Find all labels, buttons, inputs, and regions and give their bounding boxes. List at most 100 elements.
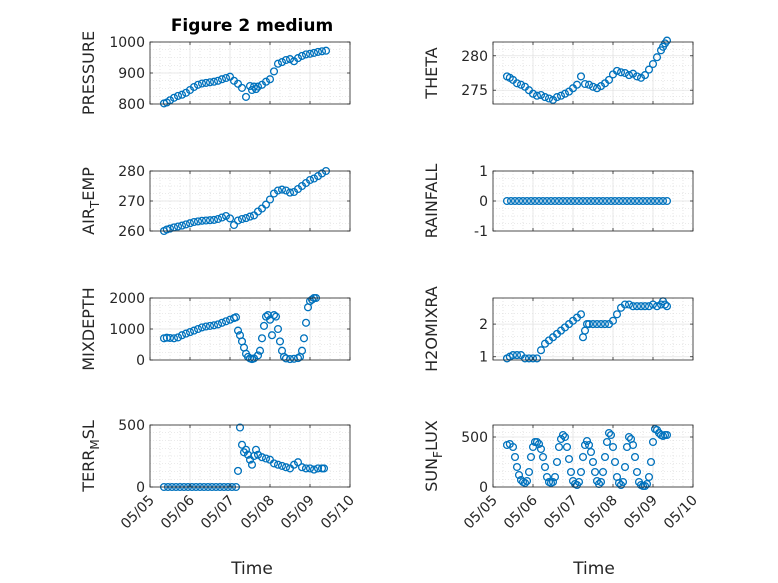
data-point bbox=[524, 467, 534, 477]
data-point bbox=[542, 472, 552, 482]
data-point bbox=[193, 324, 203, 334]
data-point bbox=[225, 214, 235, 223]
data-point bbox=[660, 300, 670, 309]
data-point bbox=[552, 93, 562, 102]
data-point bbox=[594, 196, 604, 206]
data-point bbox=[317, 47, 327, 56]
data-point bbox=[558, 430, 568, 440]
y-axis-label: RAINFALL bbox=[422, 164, 441, 239]
data-point bbox=[209, 77, 219, 86]
data-point bbox=[624, 71, 634, 80]
data-point bbox=[251, 445, 261, 454]
data-point bbox=[576, 72, 586, 81]
x-tick-label: 05/10 bbox=[661, 493, 701, 533]
x-tick-label: 05/10 bbox=[318, 493, 358, 533]
data-point bbox=[640, 71, 650, 80]
data-point bbox=[201, 78, 211, 87]
data-point bbox=[604, 75, 614, 84]
data-point bbox=[502, 196, 512, 206]
data-point bbox=[582, 436, 592, 446]
data-point bbox=[281, 186, 291, 195]
subplot-air-temp: 260 270 280 AIRTEMP bbox=[79, 164, 351, 240]
data-point bbox=[662, 196, 672, 206]
data-point bbox=[520, 354, 530, 363]
y-axis-label: SUNFLUX bbox=[422, 420, 445, 492]
data-point bbox=[225, 72, 235, 81]
data-point bbox=[173, 333, 183, 342]
data-point bbox=[636, 73, 646, 82]
y-tick-label: 0 bbox=[136, 480, 145, 496]
data-point bbox=[586, 447, 596, 457]
data-point bbox=[536, 346, 546, 355]
data-point bbox=[522, 476, 532, 486]
data-point bbox=[265, 75, 275, 84]
data-point bbox=[662, 302, 672, 311]
data-point bbox=[588, 82, 598, 91]
data-point bbox=[530, 196, 540, 206]
data-point bbox=[532, 91, 542, 100]
data-point bbox=[584, 320, 594, 329]
data-point bbox=[237, 440, 247, 449]
data-point bbox=[582, 196, 592, 206]
data-point bbox=[618, 196, 628, 206]
data-point bbox=[193, 217, 203, 226]
data-point bbox=[596, 477, 606, 487]
axes-box bbox=[492, 424, 694, 488]
data-point bbox=[231, 313, 241, 322]
data-point bbox=[177, 331, 187, 340]
data-point bbox=[233, 79, 243, 88]
data-point bbox=[662, 36, 672, 45]
data-point bbox=[239, 448, 249, 457]
data-point bbox=[612, 310, 622, 319]
subplot-h2omixra: 1 2 H2OMIXRA bbox=[422, 286, 694, 372]
data-point bbox=[277, 461, 287, 470]
data-point bbox=[305, 175, 315, 185]
data-point bbox=[564, 454, 574, 464]
data-point bbox=[173, 91, 183, 100]
data-point bbox=[644, 472, 654, 482]
data-point bbox=[265, 195, 275, 204]
data-point bbox=[556, 434, 566, 444]
data-point bbox=[233, 466, 243, 475]
data-point bbox=[269, 67, 279, 76]
data-point bbox=[592, 84, 602, 93]
data-point bbox=[297, 346, 307, 355]
subplot-terr-msl: 0 500 05/05 05/06 05/07 05/08 05/09 05/10 TERRMS… bbox=[79, 418, 358, 532]
data-point bbox=[273, 186, 283, 195]
data-point bbox=[580, 79, 590, 89]
data-point bbox=[205, 78, 215, 87]
data-point bbox=[600, 320, 610, 329]
data-point bbox=[632, 302, 642, 311]
data-point bbox=[602, 437, 612, 447]
x-tick-label: 05/05 bbox=[118, 493, 158, 533]
data-point bbox=[177, 221, 187, 230]
data-point bbox=[277, 185, 287, 194]
data-point bbox=[576, 467, 586, 477]
data-point bbox=[598, 196, 608, 206]
data-point bbox=[293, 54, 303, 63]
x-tick-label: 05/09 bbox=[621, 493, 661, 533]
series-sun-flux bbox=[502, 424, 672, 491]
data-point bbox=[193, 80, 203, 89]
x-tick-label: 05/06 bbox=[501, 492, 541, 532]
data-point bbox=[640, 302, 650, 311]
data-point bbox=[281, 354, 291, 363]
data-point bbox=[616, 68, 626, 77]
data-point bbox=[652, 302, 662, 311]
data-point bbox=[662, 430, 672, 440]
data-point bbox=[508, 442, 518, 452]
x-axis-label-right: Time bbox=[572, 559, 615, 579]
data-point bbox=[217, 75, 227, 84]
data-point bbox=[648, 437, 658, 447]
data-point bbox=[534, 439, 544, 449]
data-point bbox=[241, 445, 251, 454]
data-point bbox=[512, 79, 522, 88]
data-point bbox=[508, 351, 518, 360]
data-point bbox=[317, 169, 327, 178]
data-point bbox=[640, 481, 650, 491]
data-point bbox=[628, 440, 638, 450]
figure-title: Figure 2 medium bbox=[171, 16, 333, 36]
data-point bbox=[281, 463, 291, 472]
data-point bbox=[550, 196, 560, 206]
